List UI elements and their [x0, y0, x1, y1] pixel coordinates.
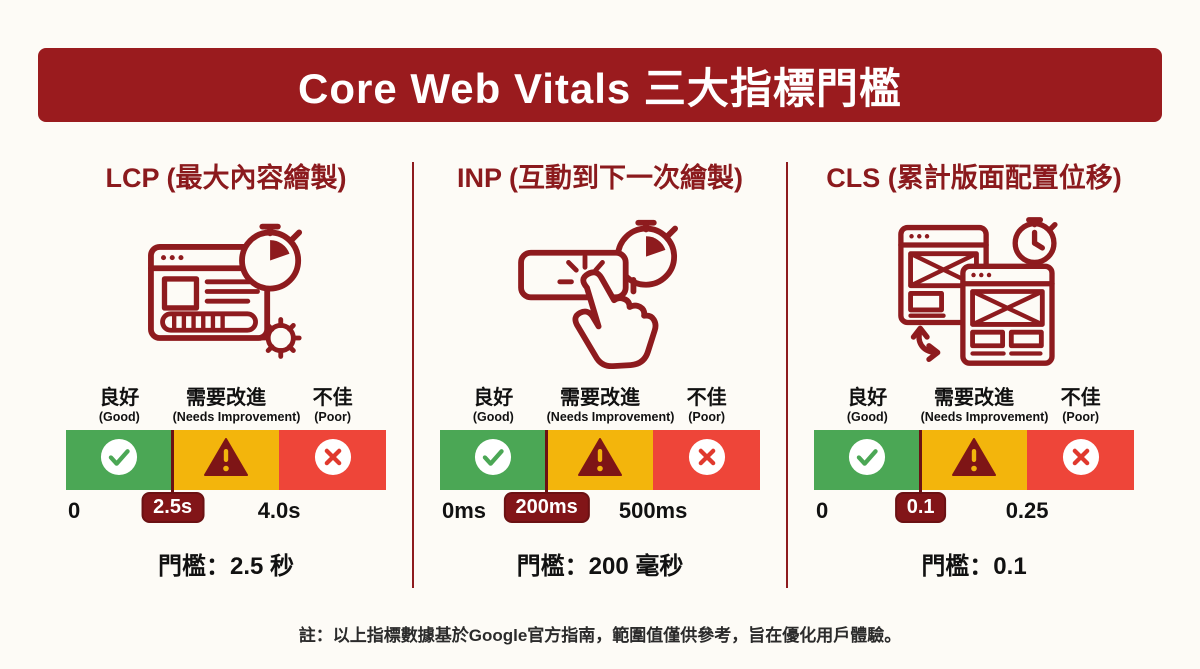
page-title: Core Web Vitals 三大指標門檻 — [298, 64, 902, 112]
band-label-poor: 不佳 (Poor) — [686, 387, 727, 424]
threshold-marker-line — [919, 429, 923, 500]
lcp-threshold-bar — [66, 429, 387, 500]
warning-icon — [952, 437, 996, 482]
poor-segment — [1027, 429, 1135, 490]
band-label-good: 良好 (Good) — [98, 387, 140, 424]
metric-title-lcp: LCP (最大內容繪製) — [105, 163, 347, 193]
warning-icon — [578, 437, 622, 482]
band-label-good: 良好 (Good) — [472, 387, 514, 424]
cross-icon — [688, 438, 726, 481]
lcp-band-labels: 良好 (Good) 需要改進 (Needs Improvement) 不佳 (P… — [66, 387, 386, 425]
scale-start-value: 0 — [816, 497, 829, 523]
warning-icon — [204, 437, 248, 482]
good-segment — [66, 429, 173, 490]
threshold-value-badge: 200ms — [503, 491, 590, 523]
inp-threshold-bar — [440, 429, 761, 500]
lcp-icon-area — [139, 205, 314, 383]
column-divider — [412, 162, 414, 588]
metric-column-cls: CLS (累計版面配置位移) — [788, 150, 1160, 592]
check-icon — [474, 438, 512, 481]
scale-upper-value: 500ms — [618, 497, 688, 523]
cross-icon — [1062, 438, 1100, 481]
tap-button-stopwatch-icon — [513, 214, 688, 374]
inp-band-labels: 良好 (Good) 需要改進 (Needs Improvement) 不佳 (P… — [440, 387, 760, 425]
scale-upper-value: 4.0s — [257, 497, 301, 523]
needs-improvement-segment — [920, 429, 1028, 490]
threshold-marker-line — [545, 429, 549, 500]
layout-shift-windows-clock-icon — [887, 214, 1062, 374]
band-label-good: 良好 (Good) — [846, 387, 888, 424]
scale-start-value: 0ms — [442, 497, 487, 523]
cls-band-labels: 良好 (Good) 需要改進 (Needs Improvement) 不佳 (P… — [814, 387, 1134, 425]
band-label-needs-improvement: 需要改進 (Needs Improvement) — [172, 387, 301, 424]
band-label-poor: 不佳 (Poor) — [1060, 387, 1101, 424]
inp-icon-area — [513, 205, 688, 383]
band-label-poor: 不佳 (Poor) — [312, 387, 353, 424]
check-icon — [100, 438, 138, 481]
cls-icon-area — [887, 205, 1062, 383]
needs-improvement-segment — [172, 429, 280, 490]
browser-paint-stopwatch-gear-icon — [139, 214, 314, 374]
metric-column-lcp: LCP (最大內容繪製) — [40, 150, 412, 592]
check-icon — [848, 438, 886, 481]
footer-note: 註：以上指標數據基於Google官方指南，範圍值僅供參考，旨在優化用戶體驗。 — [298, 626, 902, 645]
metric-title-cls: CLS (累計版面配置位移) — [826, 163, 1122, 193]
cls-scale: 0 0.1 0.25 — [814, 491, 1134, 530]
inp-threshold-label: 門檻：200 毫秒 — [516, 552, 684, 580]
cls-threshold-label: 門檻：0.1 — [921, 552, 1027, 580]
title-banner: Core Web Vitals 三大指標門檻 — [38, 48, 1162, 122]
cls-threshold-bar — [814, 429, 1135, 500]
inp-scale: 0ms 200ms 500ms — [440, 491, 760, 530]
lcp-threshold-label: 門檻：2.5 秒 — [157, 552, 295, 580]
poor-segment — [653, 429, 761, 490]
scale-start-value: 0 — [68, 497, 81, 523]
poor-segment — [279, 429, 387, 490]
column-divider — [786, 162, 788, 588]
threshold-value-badge: 0.1 — [894, 491, 947, 523]
metrics-columns: LCP (最大內容繪製) — [40, 150, 1160, 592]
cross-icon — [314, 438, 352, 481]
metric-column-inp: INP (互動到下一次繪製) — [414, 150, 786, 592]
threshold-value-badge: 2.5s — [141, 491, 205, 523]
scale-upper-value: 0.25 — [1005, 497, 1049, 523]
lcp-scale: 0 2.5s 4.0s — [66, 491, 386, 530]
needs-improvement-segment — [546, 429, 654, 490]
band-label-needs-improvement: 需要改進 (Needs Improvement) — [920, 387, 1049, 424]
metric-title-inp: INP (互動到下一次繪製) — [456, 163, 743, 193]
good-segment — [440, 429, 547, 490]
band-label-needs-improvement: 需要改進 (Needs Improvement) — [546, 387, 675, 424]
good-segment — [814, 429, 921, 490]
threshold-marker-line — [171, 429, 175, 500]
